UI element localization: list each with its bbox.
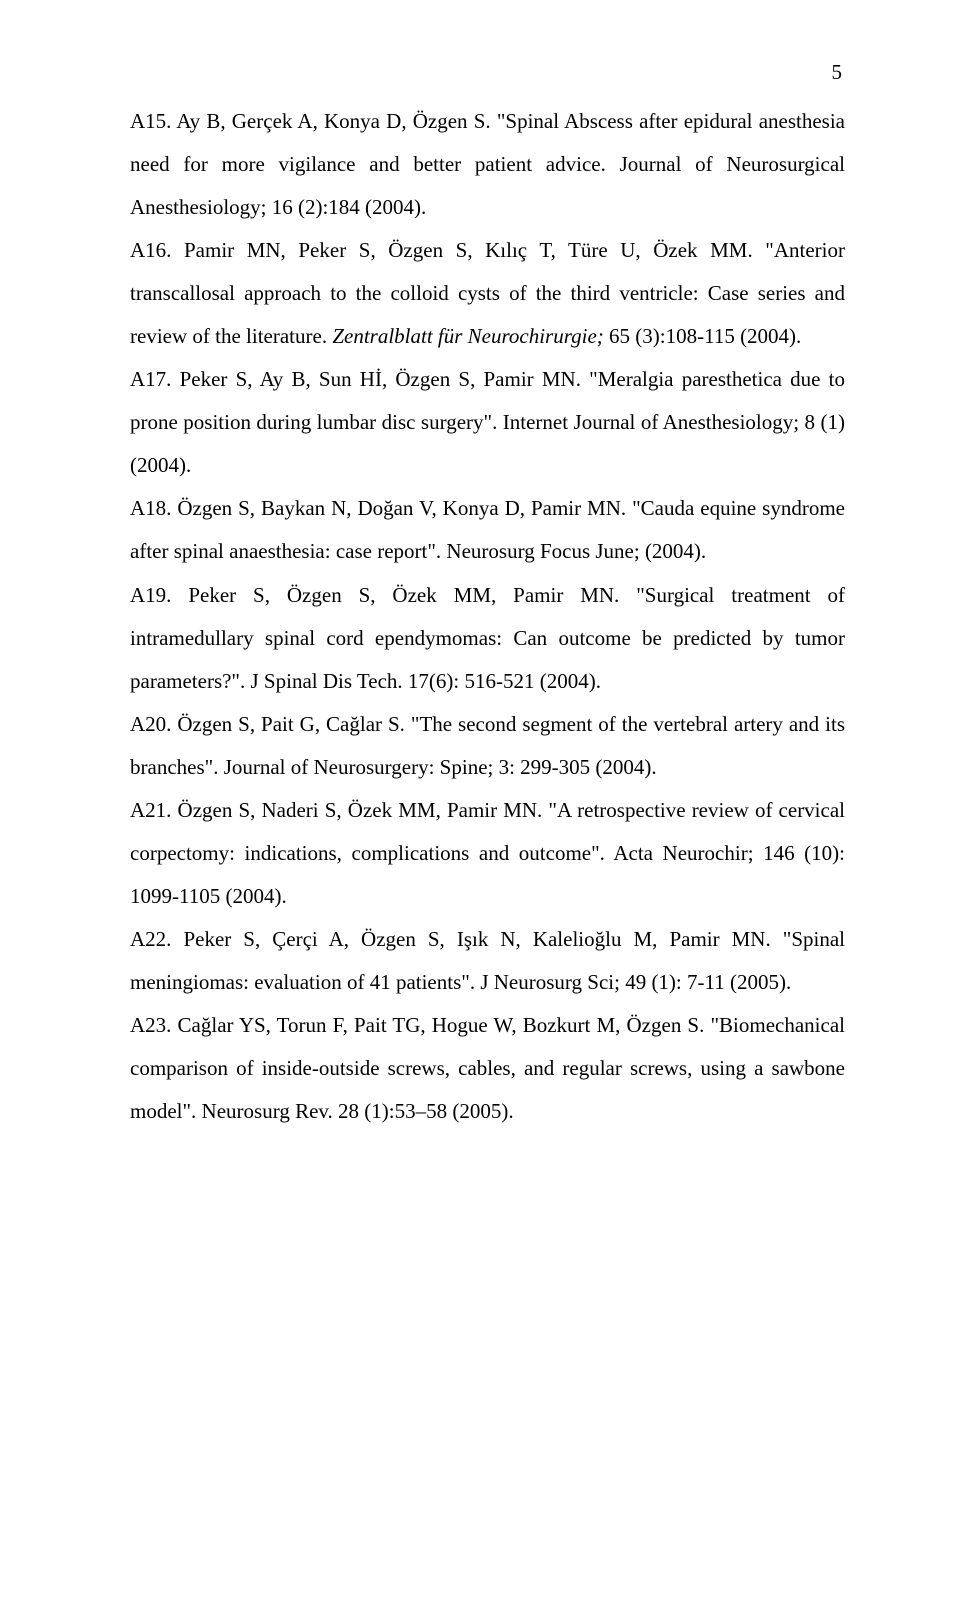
ref-a16: A16. Pamir MN, Peker S, Özgen S, Kılıç T… (130, 229, 845, 358)
references-block: A15. Ay B, Gerçek A, Konya D, Özgen S. "… (130, 100, 845, 1133)
ref-a23: A23. Cağlar YS, Torun F, Pait TG, Hogue … (130, 1004, 845, 1133)
ref-a18: A18. Özgen S, Baykan N, Doğan V, Konya D… (130, 487, 845, 573)
ref-a22: A22. Peker S, Çerçi A, Özgen S, Işık N, … (130, 918, 845, 1004)
page-number: 5 (832, 60, 843, 85)
ref-a17: A17. Peker S, Ay B, Sun Hİ, Özgen S, Pam… (130, 358, 845, 487)
ref-a19: A19. Peker S, Özgen S, Özek MM, Pamir MN… (130, 574, 845, 703)
ref-a20: A20. Özgen S, Pait G, Cağlar S. "The sec… (130, 703, 845, 789)
ref-a21: A21. Özgen S, Naderi S, Özek MM, Pamir M… (130, 789, 845, 918)
ref-a15: A15. Ay B, Gerçek A, Konya D, Özgen S. "… (130, 100, 845, 229)
ref-a16-journal: Zentralblatt für Neurochirurgie; (332, 324, 603, 348)
ref-a16-post: 65 (3):108-115 (2004). (604, 324, 802, 348)
